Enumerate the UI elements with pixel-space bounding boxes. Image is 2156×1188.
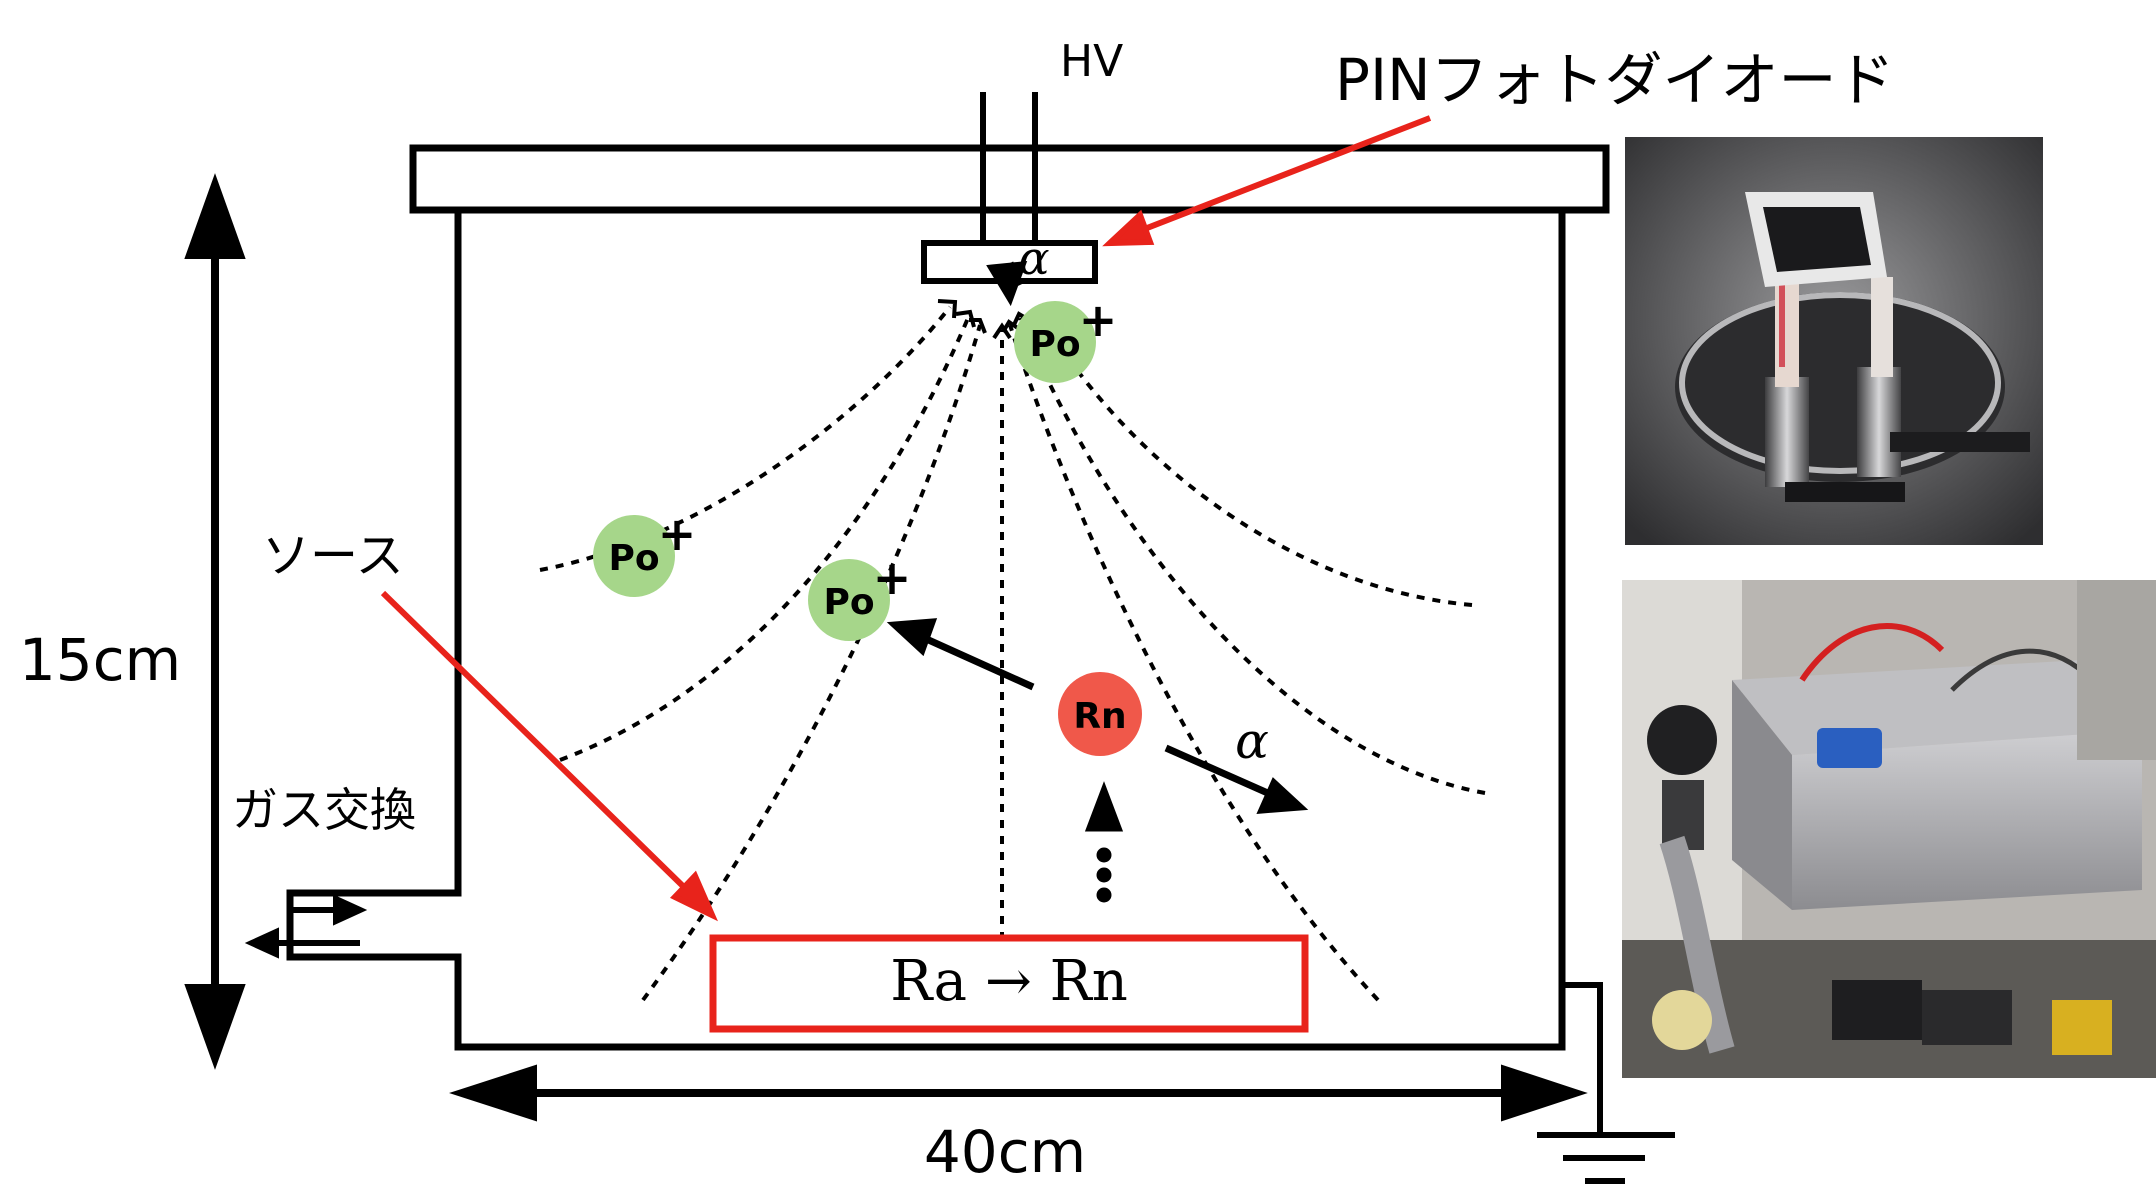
pin-photodiode-photo: [1625, 137, 2043, 545]
chamber-wall: [286, 210, 1566, 1051]
height-label: 15cm: [19, 626, 181, 694]
ground-symbol: [1537, 982, 1675, 1184]
alpha-top-label: α: [1018, 231, 1049, 285]
po-ion-label: Po: [823, 582, 874, 623]
source-label: ソース: [262, 528, 404, 584]
width-label: 40cm: [924, 1118, 1086, 1186]
width-dimension: [449, 1064, 1588, 1122]
rn-label: Rn: [1073, 696, 1126, 737]
po-ion-middle: Po +: [808, 551, 911, 641]
charge-plus: +: [658, 507, 697, 561]
motion-arrows: [886, 260, 1309, 903]
pin-photodiode-label: PINフォトダイオード: [1335, 46, 1894, 114]
po-ion-label: Po: [1029, 324, 1080, 365]
source-pointer-arrow: [380, 590, 718, 922]
chamber: [286, 144, 1610, 1051]
po-ion-label: Po: [608, 538, 659, 579]
charge-plus: +: [1079, 293, 1118, 347]
source-box: [709, 934, 1309, 1033]
po-ion-left: Po +: [593, 507, 696, 597]
source-box-label: Ra → Rn: [890, 949, 1128, 1014]
hv-leads: [980, 92, 1038, 243]
height-dimension: [184, 173, 246, 1070]
gas-exchange-label: ガス交換: [232, 783, 416, 837]
charge-plus: +: [873, 551, 912, 605]
rn-atom: Rn: [1058, 672, 1142, 756]
detector-setup-photo: [1622, 580, 2156, 1078]
photodiode-pointer-arrow: [1102, 115, 1432, 247]
gas-exchange-arrows: [244, 894, 368, 959]
chamber-lid: [409, 144, 1610, 214]
alpha-right-label: α: [1235, 712, 1269, 770]
po-ion-top: Po +: [1014, 293, 1117, 383]
hv-label: HV: [1060, 36, 1123, 87]
